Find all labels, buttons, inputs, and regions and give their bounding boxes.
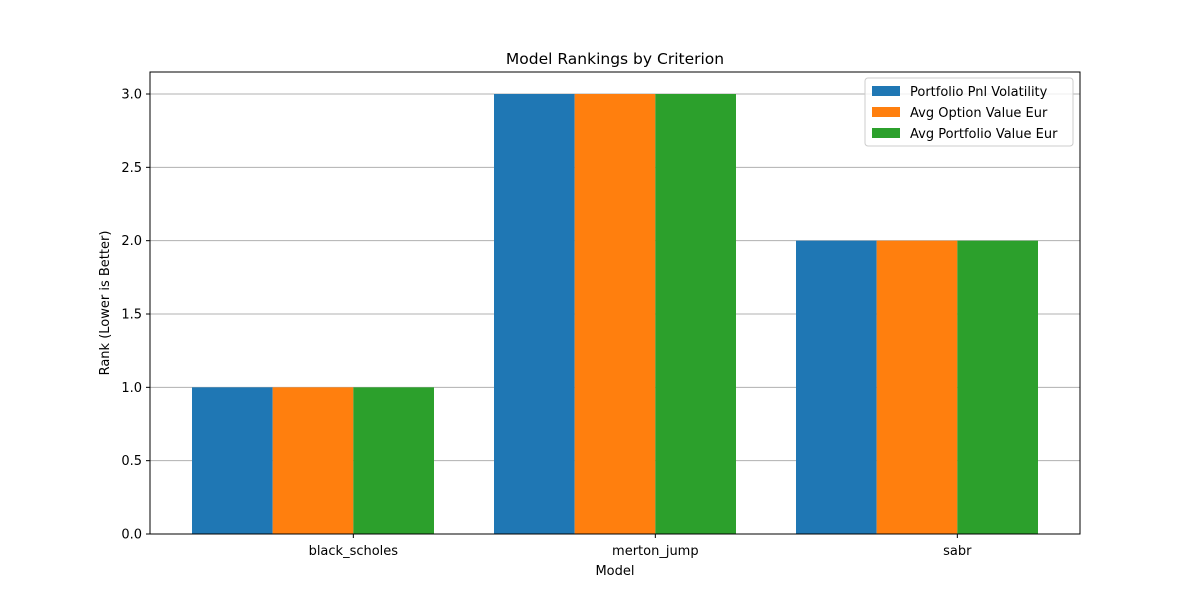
legend-label: Avg Option Value Eur — [910, 106, 1048, 121]
legend: Portfolio Pnl Volatility Avg Option Value… — [864, 77, 1074, 147]
bar-black_scholes-2 — [353, 387, 434, 534]
x-axis-title: Model — [595, 564, 634, 579]
y-axis-title: Rank (Lower is Better) — [98, 231, 113, 376]
bar-sabr-0 — [796, 240, 877, 534]
y-tick-label: 0.0 — [121, 528, 142, 543]
bar-merton_jump-0 — [494, 94, 575, 534]
bar-merton_jump-2 — [655, 94, 736, 534]
bar-merton_jump-1 — [574, 94, 656, 534]
legend-box — [864, 77, 1074, 147]
bar-sabr-2 — [957, 240, 1038, 534]
legend-swatch — [872, 107, 900, 117]
y-tick-label: 2.5 — [121, 161, 142, 176]
legend-label: Avg Portfolio Value Eur — [910, 127, 1058, 142]
legend-swatch — [872, 86, 900, 96]
axis-ticks: 0.0 0.5 1.0 1.5 2.0 2.5 3.0 black_scholes merton… — [121, 88, 972, 560]
y-tick-label: 3.0 — [121, 88, 142, 103]
y-tick-label: 1.5 — [121, 308, 142, 323]
y-tick-label: 1.0 — [121, 381, 142, 396]
bars — [192, 94, 1038, 534]
plot-area-frame — [149, 71, 1081, 535]
bar-black_scholes-1 — [272, 387, 354, 534]
x-tick-label: merton_jump — [612, 544, 699, 559]
x-tick-label: black_scholes — [309, 544, 399, 559]
x-tick-label: sabr — [943, 544, 972, 559]
legend-swatch — [872, 128, 900, 138]
chart-title: Model Rankings by Criterion — [506, 50, 724, 68]
legend-label: Portfolio Pnl Volatility — [910, 85, 1048, 100]
y-tick-label: 2.0 — [121, 234, 142, 249]
y-tick-label: 0.5 — [121, 454, 142, 469]
bar-black_scholes-0 — [192, 387, 273, 534]
bar-sabr-1 — [876, 240, 958, 534]
